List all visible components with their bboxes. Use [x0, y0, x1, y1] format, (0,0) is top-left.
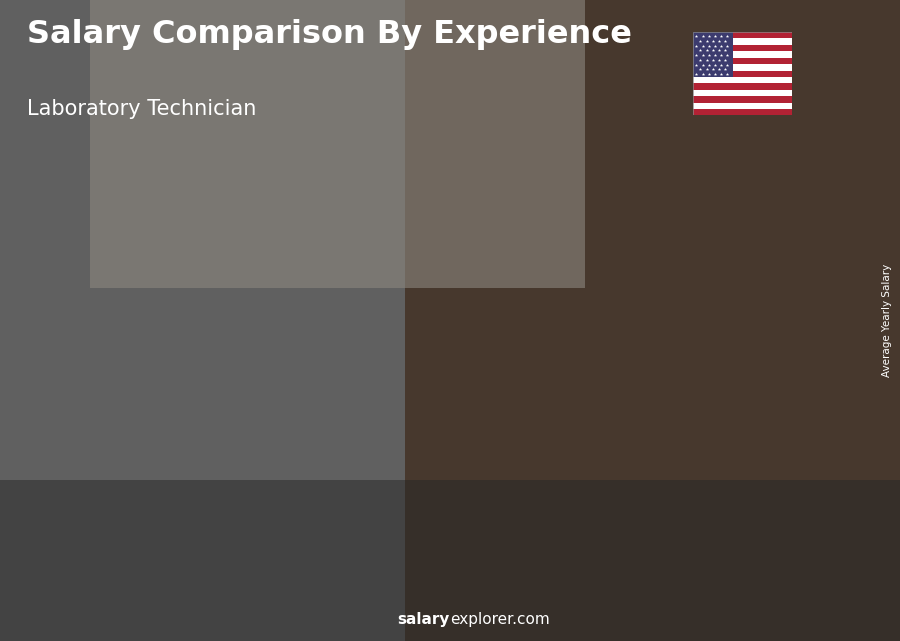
Text: < 2 Years: < 2 Years	[50, 579, 131, 594]
FancyBboxPatch shape	[189, 410, 258, 564]
Polygon shape	[657, 300, 665, 564]
Text: 38,600 USD: 38,600 USD	[51, 479, 126, 492]
Polygon shape	[790, 274, 798, 564]
Text: 94,000 USD: 94,000 USD	[612, 320, 687, 333]
Text: 103,000 USD: 103,000 USD	[744, 295, 827, 308]
FancyBboxPatch shape	[721, 274, 790, 564]
Bar	[693, 32, 792, 38]
Text: explorer.com: explorer.com	[450, 612, 550, 627]
Text: +6%: +6%	[531, 252, 580, 271]
Text: 15 to 20: 15 to 20	[587, 579, 658, 594]
Polygon shape	[392, 362, 400, 564]
Bar	[693, 83, 792, 90]
Text: 5 to 10: 5 to 10	[327, 579, 387, 594]
Bar	[693, 45, 792, 51]
Polygon shape	[126, 456, 133, 564]
Text: 54,700 USD: 54,700 USD	[213, 431, 288, 444]
Text: +23%: +23%	[392, 242, 454, 261]
FancyBboxPatch shape	[322, 362, 392, 564]
Bar	[693, 58, 792, 64]
Text: 2 to 5: 2 to 5	[199, 579, 248, 594]
Text: +31%: +31%	[259, 294, 322, 313]
Bar	[693, 38, 792, 45]
Bar	[693, 77, 792, 83]
Text: +42%: +42%	[126, 354, 189, 372]
Text: Salary Comparison By Experience: Salary Comparison By Experience	[27, 19, 632, 50]
Bar	[693, 103, 792, 109]
Bar	[693, 109, 792, 115]
Bar	[693, 51, 792, 58]
Text: 10 to 15: 10 to 15	[454, 579, 525, 594]
FancyBboxPatch shape	[57, 456, 126, 564]
Text: 71,900 USD: 71,900 USD	[346, 382, 420, 395]
Bar	[693, 64, 792, 71]
Bar	[693, 71, 792, 77]
Text: 20+ Years: 20+ Years	[712, 579, 798, 594]
FancyBboxPatch shape	[588, 300, 657, 564]
Text: Laboratory Technician: Laboratory Technician	[27, 99, 256, 119]
Bar	[693, 96, 792, 103]
Bar	[693, 90, 792, 96]
Text: salary: salary	[398, 612, 450, 627]
Text: +10%: +10%	[657, 215, 721, 234]
Polygon shape	[524, 315, 532, 564]
Bar	[693, 32, 733, 77]
Text: Average Yearly Salary: Average Yearly Salary	[881, 264, 892, 377]
FancyBboxPatch shape	[455, 315, 524, 564]
Polygon shape	[258, 410, 266, 564]
Text: 88,400 USD: 88,400 USD	[479, 336, 554, 349]
